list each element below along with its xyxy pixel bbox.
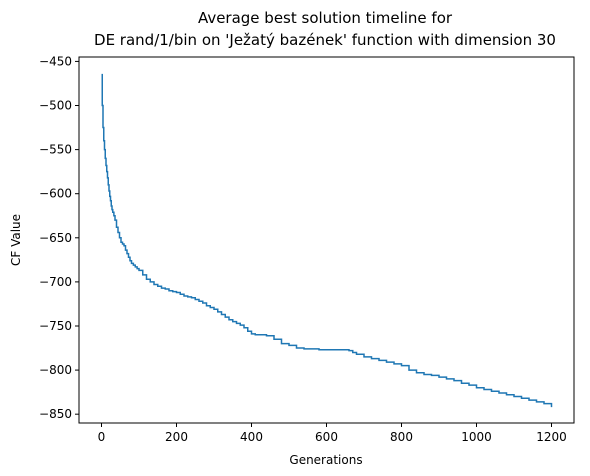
y-axis-label: CF Value [9,214,23,266]
y-tick-label: −700 [39,275,72,289]
chart-title-line-2: DE rand/1/bin on 'Ježatý bazének' functi… [94,31,556,49]
x-tick-label: 600 [315,430,338,444]
x-tick-label: 0 [98,430,106,444]
x-tick-label: 200 [165,430,188,444]
y-tick-label: −550 [39,143,72,157]
x-tick-label: 400 [240,430,263,444]
y-tick-label: −650 [39,231,72,245]
y-tick-label: −800 [39,363,72,377]
plot-area [101,73,553,408]
x-tick-label: 1200 [536,430,567,444]
y-tick-label: −750 [39,319,72,333]
y-tick-label: −450 [39,54,72,68]
plot-frame [78,56,575,424]
y-tick-label: −850 [39,407,72,421]
x-axis-label: Generations [289,453,362,467]
chart-title-line-1: Average best solution timeline for [198,9,453,27]
x-tick-label: 1000 [461,430,492,444]
x-tick-label: 800 [390,430,413,444]
series-line [101,73,553,408]
y-tick-label: −500 [39,99,72,113]
y-tick-label: −600 [39,187,72,201]
